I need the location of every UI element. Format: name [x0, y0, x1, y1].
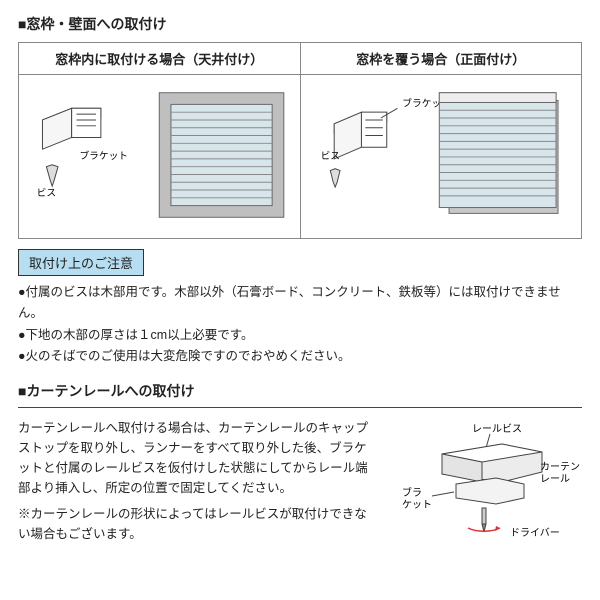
rail-figure: レールビス ブラ ケット カーテン レール — [382, 418, 582, 548]
label-bracket: ブラケット — [79, 149, 128, 162]
label-bis: ビス — [37, 187, 56, 199]
section2-title: ■カーテンレールへの取付け — [18, 381, 582, 408]
label-curtain-rail-1: カーテン — [540, 461, 580, 473]
bullet-1: ●付属のビスは木部用です。木部以外（石膏ボード、コンクリート、鉄板等）には取付け… — [18, 282, 582, 325]
section1-title: ■窓枠・壁面への取付け — [18, 14, 582, 34]
rail-instructions: カーテンレールへ取付ける場合は、カーテンレールのキャップストップを取り外し、ラン… — [18, 418, 372, 548]
mounting-table: 窓枠内に取付ける場合（天井付け） 窓枠を覆う場合（正面付け） ビス — [18, 42, 582, 239]
front-mount-illustration: ブラケット ビス — [305, 79, 578, 231]
label-rail-bis: レールビス — [472, 423, 522, 435]
bullet-2: ●下地の木部の厚さは１cm以上必要です。 — [18, 325, 582, 346]
rail-text-main: カーテンレールへ取付ける場合は、カーテンレールのキャップストップを取り外し、ラン… — [18, 418, 372, 498]
caution-bullets: ●付属のビスは木部用です。木部以外（石膏ボード、コンクリート、鉄板等）には取付け… — [18, 282, 582, 367]
bullet-3: ●火のそばでのご使用は大変危険ですのでおやめください。 — [18, 346, 582, 367]
cell-front-mount: ブラケット ビス — [300, 75, 582, 239]
caution-label: 取付け上のご注意 — [18, 249, 144, 276]
col1-header: 窓枠内に取付ける場合（天井付け） — [19, 43, 301, 75]
label-bis2: ビス — [320, 150, 339, 162]
cell-ceiling-mount: ビス ブラケット — [19, 75, 301, 239]
label-driver: ドライバー — [510, 527, 560, 539]
label-bracket3: ブラ — [402, 486, 422, 499]
label-curtain-rail-2: レール — [540, 474, 570, 485]
rail-text-note: ※カーテンレールの形状によってはレールビスが取付けできない場合もございます。 — [18, 504, 372, 544]
ceiling-mount-illustration: ビス ブラケット — [23, 79, 296, 231]
label-bracket3b: ケット — [402, 499, 432, 511]
col2-header: 窓枠を覆う場合（正面付け） — [300, 43, 582, 75]
